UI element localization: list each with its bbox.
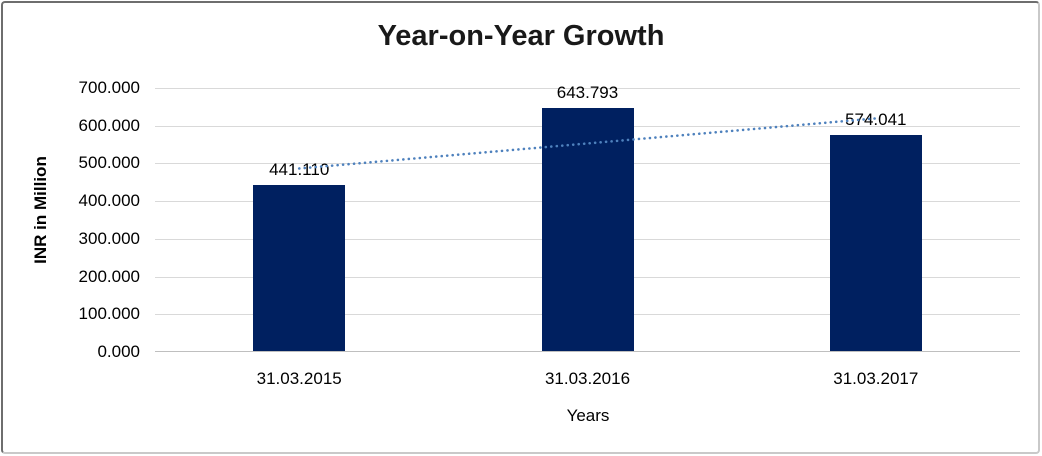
trendline xyxy=(297,117,878,170)
gridline xyxy=(155,88,1020,89)
x-tick-label: 31.03.2016 xyxy=(544,369,631,388)
y-tick-label: 500.000 xyxy=(78,153,140,173)
x-tick-label: 31.03.2015 xyxy=(256,369,342,388)
bar xyxy=(541,108,634,351)
y-tick-label: 600.000 xyxy=(78,115,140,135)
chart-title: Year-on-Year Growth xyxy=(377,20,665,52)
y-tick-label: 300.000 xyxy=(78,228,140,248)
y-tick-label: 0.000 xyxy=(97,342,140,361)
y-tick-label: 400.000 xyxy=(78,191,140,211)
bar-value-label: 643.793 xyxy=(556,83,619,103)
bar xyxy=(829,134,922,351)
y-tick-label: 100.000 xyxy=(78,304,140,324)
y-tick-label: 200.000 xyxy=(78,266,140,286)
plot-area: 441.110 643.793 574.041 xyxy=(155,83,1020,352)
bar xyxy=(253,184,346,351)
y-tick-label: 700.000 xyxy=(78,78,140,97)
x-axis-title: Years xyxy=(566,406,610,425)
x-tick-label: 31.03.2017 xyxy=(833,369,919,388)
